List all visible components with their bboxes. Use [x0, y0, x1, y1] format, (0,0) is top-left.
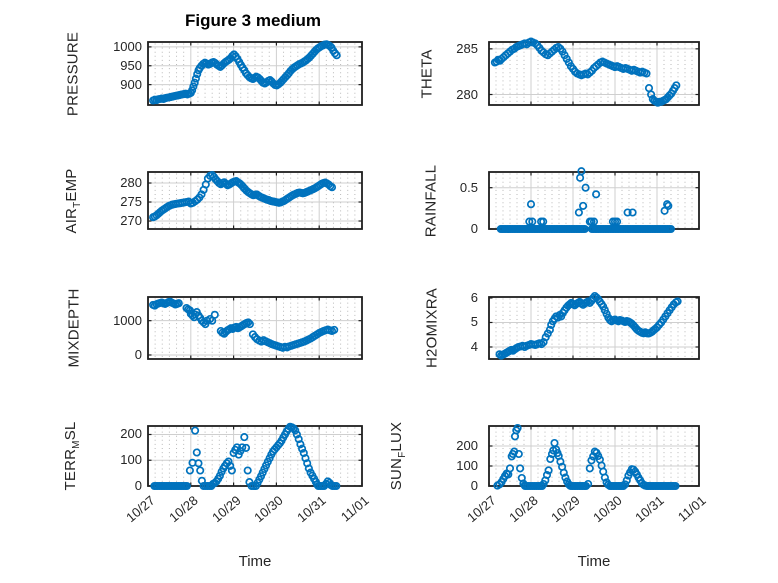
y-axis-label-theta: THETA — [418, 48, 436, 99]
tick-marks — [147, 172, 363, 229]
x-axis-label-left: Time — [238, 553, 272, 570]
y-tick-label: 100 — [456, 458, 478, 473]
axis-box — [488, 41, 700, 106]
y-tick-label: 900 — [120, 76, 142, 92]
y-tick-label: 6 — [470, 289, 478, 305]
plot-area-terr-msl — [147, 422, 363, 491]
y-axis-label-sun-flux: SUNFLUX — [388, 421, 408, 491]
axis-box — [147, 296, 363, 360]
major-grid — [148, 426, 362, 486]
plot-area-pressure — [147, 40, 363, 106]
y-axis-label-terr-msl: TERRMSL — [62, 421, 82, 491]
axis-box — [488, 425, 700, 487]
y-tick-label: 1000 — [113, 38, 142, 54]
y-axis-label-h2omixra: H2OMIXRA — [423, 288, 441, 368]
data-series — [149, 40, 341, 105]
y-tick-label: 0.5 — [459, 179, 478, 195]
y-tick-label: 275 — [120, 194, 142, 210]
major-grid — [489, 426, 699, 486]
axis-box — [147, 41, 363, 106]
data-series — [496, 167, 675, 234]
y-tick-label: 0 — [470, 221, 478, 236]
tick-marks — [147, 42, 363, 105]
minor-grid — [154, 427, 356, 486]
data-series — [495, 291, 682, 360]
plot-area-mixdepth — [147, 296, 363, 360]
y-tick-label: 950 — [120, 57, 142, 73]
y-tick-label: 200 — [456, 438, 478, 453]
tick-marks — [147, 297, 363, 359]
y-tick-label: 0 — [470, 478, 478, 493]
plot-area-h2omixra — [488, 291, 700, 360]
minor-grid — [495, 173, 693, 229]
y-tick-label: 0 — [134, 346, 142, 362]
data-series — [490, 37, 681, 107]
y-tick-label: 280 — [456, 86, 478, 102]
y-tick-label: 1000 — [113, 312, 142, 328]
plot-area-theta — [488, 37, 700, 107]
axis-box — [147, 171, 363, 230]
tick-marks — [488, 297, 700, 359]
data-series — [493, 423, 680, 491]
y-axis-label-air-temp: AIRTEMP — [63, 167, 83, 234]
y-tick-label: 285 — [456, 40, 478, 56]
data-series — [149, 170, 337, 222]
plot-area-rainfall — [488, 167, 700, 234]
data-series — [149, 297, 339, 352]
y-tick-label: 0 — [134, 478, 142, 493]
y-axis-label-mixdepth: MIXDEPTH — [65, 288, 83, 368]
y-axis-label-pressure: PRESSURE — [64, 31, 82, 116]
plot-area-sun-flux — [488, 423, 700, 491]
minor-grid — [154, 298, 356, 359]
minor-grid — [495, 298, 693, 359]
y-tick-label: 200 — [120, 426, 142, 442]
major-grid — [148, 297, 362, 359]
major-grid — [489, 42, 699, 105]
y-tick-label: 4 — [470, 338, 478, 354]
y-tick-label: 270 — [120, 213, 142, 229]
data-series — [150, 422, 341, 491]
y-tick-label: 5 — [470, 314, 478, 330]
y-tick-label: 280 — [120, 175, 142, 191]
figure-title: Figure 3 medium — [184, 11, 322, 30]
plot-area-air-temp — [147, 170, 363, 230]
y-tick-label: 100 — [120, 452, 142, 468]
y-axis-label-rainfall: RAINFALL — [422, 164, 440, 237]
x-axis-label-right: Time — [577, 553, 611, 570]
